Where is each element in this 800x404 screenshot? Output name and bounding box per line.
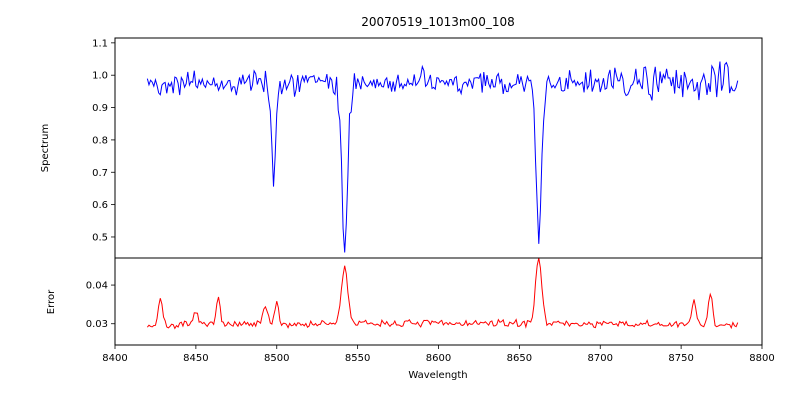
x-tick-label: 8500: [264, 353, 289, 364]
x-tick-label: 8450: [183, 353, 208, 364]
y-tick-label: 1.0: [92, 71, 108, 82]
y-tick-label: 0.7: [92, 168, 108, 179]
error-panel-border: [114, 257, 763, 346]
x-tick-label: 8650: [507, 353, 532, 364]
y-axis-label-error: Error: [46, 289, 57, 314]
x-tick-label: 8400: [102, 353, 127, 364]
y-tick-label: 1.1: [92, 38, 108, 49]
y-tick-label: 0.6: [92, 200, 108, 211]
x-tick-label: 8700: [588, 353, 613, 364]
x-tick-label: 8550: [345, 353, 370, 364]
x-tick-label: 8800: [749, 353, 774, 364]
y-tick-label: 0.8: [92, 135, 108, 146]
y-tick-label: 0.5: [92, 232, 108, 243]
chart-title: 20070519_1013m00_108: [361, 15, 514, 29]
x-tick-label: 8750: [668, 353, 693, 364]
y-tick-label: 0.9: [92, 103, 108, 114]
y-tick-label: 0.03: [86, 319, 108, 330]
x-tick-label: 8600: [426, 353, 451, 364]
plot-area: 0.5 0.6 0.7 0.8 0.9 1.0 1.1 0.03 0.04 8400 8450 850…: [86, 37, 775, 364]
x-axis-label: Wavelength: [408, 370, 467, 381]
spectrum-line: [146, 61, 739, 253]
spectrum-panel-border: [114, 37, 763, 259]
y-axis-label-spectrum: Spectrum: [40, 124, 51, 172]
y-tick-label: 0.04: [86, 281, 108, 292]
error-line: [146, 258, 739, 330]
